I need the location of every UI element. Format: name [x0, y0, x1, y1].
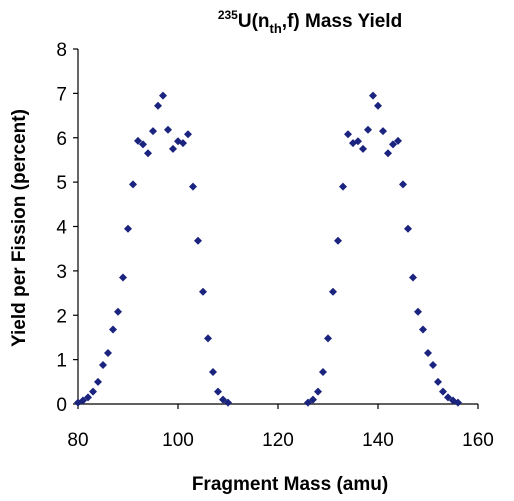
data-point: [119, 273, 127, 282]
data-point: [379, 127, 387, 136]
x-tick-label: 80: [67, 430, 88, 451]
data-point: [129, 180, 137, 189]
data-point: [84, 393, 92, 402]
data-point: [384, 149, 392, 158]
data-point: [324, 334, 332, 343]
y-tick-label: 2: [56, 306, 67, 327]
data-point: [319, 368, 327, 377]
chart-title-main-before: U(n: [238, 11, 270, 32]
y-tick-label: 3: [56, 262, 67, 283]
data-point: [114, 307, 122, 316]
data-point: [99, 360, 107, 369]
y-tick-label: 4: [56, 218, 67, 239]
data-point: [184, 130, 192, 139]
data-point: [314, 387, 322, 396]
data-point: [194, 236, 202, 245]
data-point: [404, 224, 412, 233]
data-point: [214, 387, 222, 396]
chart-title-subscript: th: [270, 21, 282, 36]
data-point: [79, 396, 87, 405]
data-point: [399, 180, 407, 189]
data-point: [224, 398, 232, 407]
data-point: [199, 287, 207, 296]
data-point: [354, 137, 362, 146]
data-point: [409, 273, 417, 282]
data-point: [419, 325, 427, 334]
data-point: [344, 130, 352, 139]
x-tick-label: 160: [462, 430, 494, 451]
data-point: [434, 377, 442, 386]
data-point: [204, 334, 212, 343]
y-tick-label: 6: [56, 129, 67, 150]
data-points: [74, 91, 462, 407]
data-point: [149, 127, 157, 136]
data-point: [334, 236, 342, 245]
x-tick-label: 120: [262, 430, 294, 451]
data-point: [364, 125, 372, 134]
data-point: [389, 140, 397, 149]
data-point: [414, 307, 422, 316]
data-point: [159, 91, 167, 100]
data-point: [304, 398, 312, 407]
data-point: [179, 139, 187, 148]
y-tick-label: 5: [56, 173, 67, 194]
chart-title-superscript: 235: [218, 8, 238, 22]
data-point: [94, 377, 102, 386]
data-point: [109, 325, 117, 334]
data-point: [139, 140, 147, 149]
data-point: [429, 360, 437, 369]
data-point: [444, 393, 452, 402]
x-tick-label: 140: [362, 430, 394, 451]
y-axis-title: Yield per Fission (percent): [9, 109, 30, 347]
y-tick-label: 0: [56, 395, 67, 416]
data-point: [89, 387, 97, 396]
chart-title-main-after: ,f) Mass Yield: [282, 11, 402, 32]
data-point: [169, 144, 177, 153]
data-point: [219, 395, 227, 404]
data-point: [144, 149, 152, 158]
data-point: [329, 287, 337, 296]
data-point: [374, 101, 382, 110]
data-point: [189, 182, 197, 191]
data-point: [309, 395, 317, 404]
data-point: [134, 136, 142, 145]
chart-title: 235U(nth,f) Mass Yield: [218, 8, 402, 36]
data-point: [209, 368, 217, 377]
tick-labels: 0 1 2 3 4 5 6 7 8 80 100 120 140 160: [56, 40, 493, 451]
data-point: [439, 387, 447, 396]
data-point: [164, 125, 172, 134]
data-point: [154, 101, 162, 110]
data-point: [124, 224, 132, 233]
data-point: [369, 91, 377, 100]
y-tick-label: 7: [56, 84, 67, 105]
y-tick-label: 8: [56, 40, 67, 61]
data-point: [339, 182, 347, 191]
axes: [77, 49, 478, 405]
ticks: [73, 48, 479, 409]
data-point: [359, 144, 367, 153]
data-point: [454, 398, 462, 407]
data-point: [424, 348, 432, 357]
x-axis-title: Fragment Mass (amu): [192, 474, 388, 495]
data-point: [104, 348, 112, 357]
x-tick-label: 100: [162, 430, 194, 451]
y-tick-label: 1: [56, 351, 67, 372]
data-point: [394, 136, 402, 145]
